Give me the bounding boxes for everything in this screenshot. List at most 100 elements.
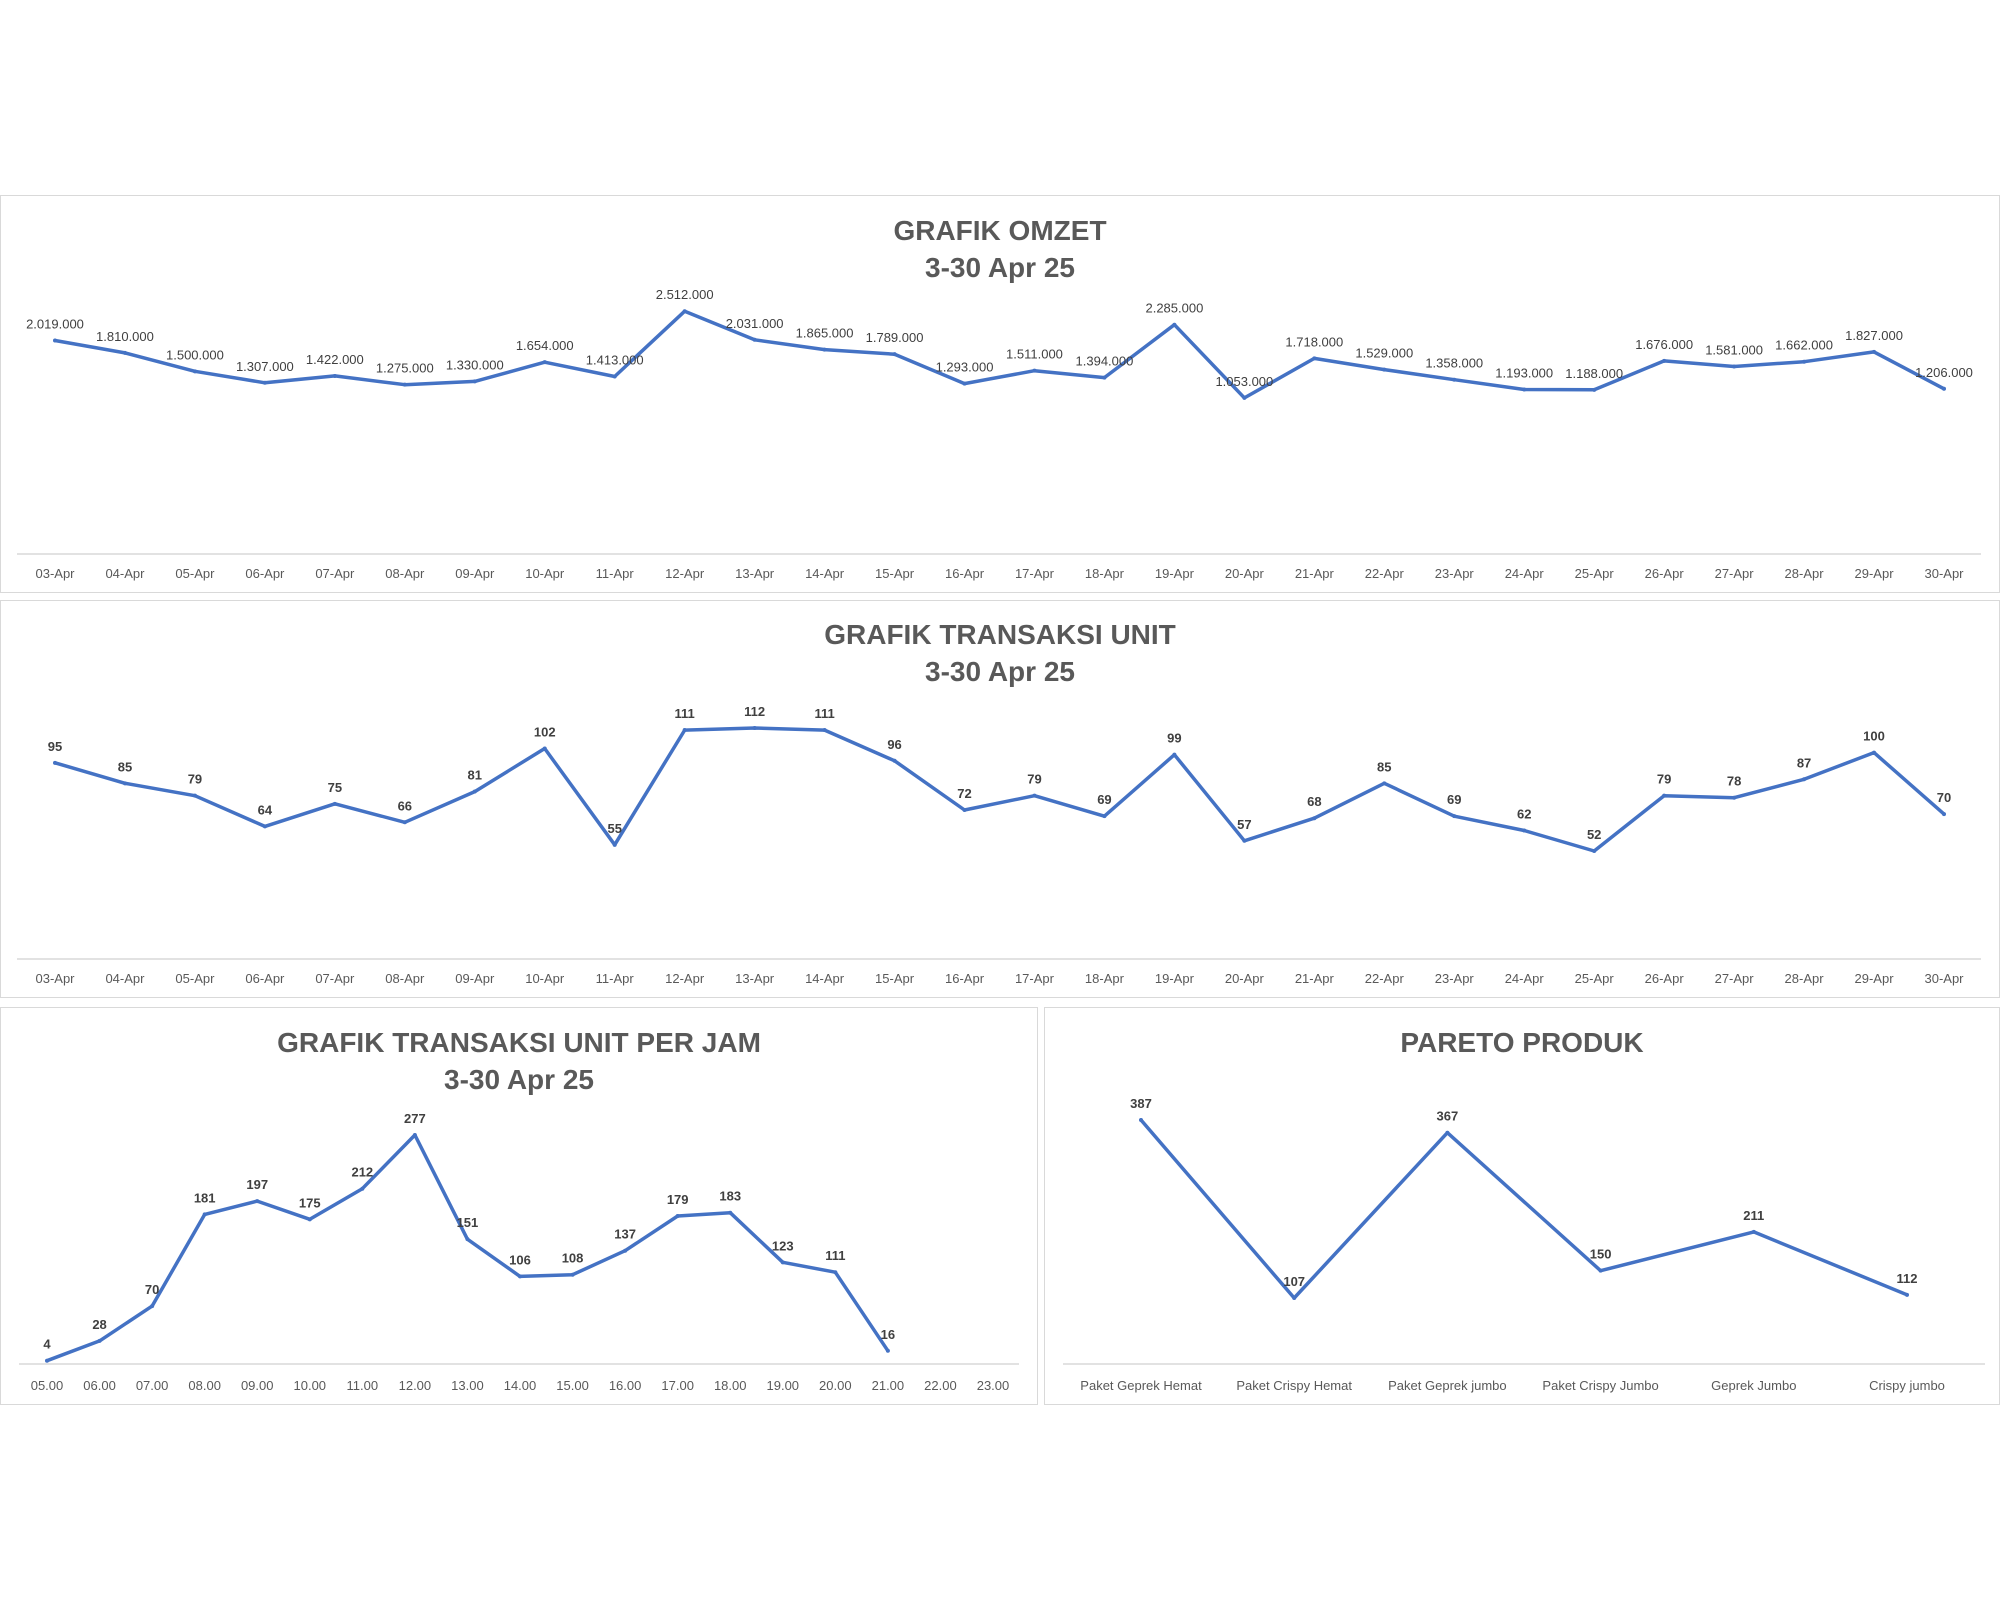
omzet-data-label: 1.358.000 <box>1425 356 1483 371</box>
omzet-x-tick-label: 17-Apr <box>1015 566 1055 581</box>
omzet-data-point <box>53 338 57 343</box>
unit-data-label: 112 <box>744 704 765 719</box>
jam-data-point <box>465 1237 470 1242</box>
omzet-data-point <box>542 360 547 365</box>
unit-data-point <box>962 808 967 812</box>
jam-data-point <box>202 1212 207 1217</box>
jam-x-tick-label: 10.00 <box>294 1378 327 1393</box>
jam-x-tick-label: 05.00 <box>31 1378 64 1393</box>
unit-data-point <box>1872 750 1877 755</box>
pareto-data-point <box>1445 1130 1450 1135</box>
chart-unit-plot: 03-Apr 04-Apr 05-Apr 06-Apr 07-Apr 08-Apr 09-A… <box>17 704 1981 986</box>
omzet-x-tick-label: 06-Apr <box>245 566 285 581</box>
unit-x-tick-label: 15-Apr <box>875 971 915 986</box>
chart-unit-title-line1: GRAFIK TRANSAKSI UNIT <box>824 619 1176 650</box>
jam-data-point <box>570 1272 575 1277</box>
unit-data-point <box>822 728 827 733</box>
jam-x-tick-label: 08.00 <box>188 1378 221 1393</box>
unit-data-point <box>752 726 757 730</box>
jam-data-point <box>412 1133 417 1137</box>
jam-data-label: 16 <box>881 1327 895 1342</box>
pareto-x-tick-label: Paket Geprek jumbo <box>1388 1378 1507 1393</box>
unit-data-label: 64 <box>258 802 273 817</box>
jam-x-tick-label: 15.00 <box>556 1378 589 1393</box>
unit-x-tick-label: 29-Apr <box>1855 971 1895 986</box>
jam-x-tick-label: 21.00 <box>872 1378 905 1393</box>
unit-data-point <box>1242 838 1247 843</box>
unit-data-label: 99 <box>1167 731 1181 746</box>
unit-data-label: 79 <box>1027 772 1041 787</box>
omzet-data-point <box>1102 375 1107 380</box>
omzet-data-point <box>1172 322 1177 327</box>
jam-data-label: 123 <box>772 1238 794 1253</box>
omzet-x-tick-label: 28-Apr <box>1785 566 1825 581</box>
jam-data-point <box>885 1348 890 1353</box>
chart-omzet-title: GRAFIK OMZET 3-30 Apr 25 <box>1 212 1999 286</box>
jam-data-point <box>360 1186 365 1191</box>
chart-pareto-title: PARETO PRODUK <box>1045 1024 1999 1061</box>
omzet-x-tick-label: 20-Apr <box>1225 566 1265 581</box>
omzet-data-point <box>262 380 267 385</box>
jam-data-label: 179 <box>667 1192 689 1207</box>
unit-data-point <box>1592 849 1597 853</box>
omzet-data-label: 1.413.000 <box>586 352 644 367</box>
jam-x-tick-label: 18.00 <box>714 1378 747 1393</box>
jam-x-tick-label: 17.00 <box>661 1378 694 1393</box>
jam-x-tick-label: 23.00 <box>977 1378 1010 1393</box>
unit-x-tick-label: 04-Apr <box>105 971 145 986</box>
omzet-data-point <box>1452 377 1457 382</box>
omzet-data-label: 2.512.000 <box>656 287 714 302</box>
omzet-x-tick-label: 11-Apr <box>596 566 635 581</box>
omzet-data-point <box>1382 367 1387 372</box>
omzet-x-tick-label: 24-Apr <box>1505 566 1545 581</box>
omzet-x-tick-label: 30-Apr <box>1924 566 1964 581</box>
omzet-data-label: 2.019.000 <box>26 316 84 331</box>
omzet-data-label: 1.188.000 <box>1565 366 1623 381</box>
omzet-x-tick-label: 19-Apr <box>1155 566 1195 581</box>
omzet-x-tick-label: 03-Apr <box>35 566 75 581</box>
unit-x-tick-label: 26-Apr <box>1645 971 1685 986</box>
unit-x-tick-label: 08-Apr <box>385 971 425 986</box>
omzet-data-point <box>122 350 127 355</box>
omzet-data-label: 1.654.000 <box>516 338 574 353</box>
omzet-data-point <box>1312 356 1317 361</box>
jam-x-tick-label: 16.00 <box>609 1378 642 1393</box>
unit-data-point <box>542 746 547 751</box>
jam-x-tick-label: 14.00 <box>504 1378 537 1393</box>
unit-data-label: 111 <box>814 706 834 721</box>
omzet-data-label: 1.718.000 <box>1285 334 1343 349</box>
unit-data-label: 81 <box>468 768 482 783</box>
omzet-data-label: 1.810.000 <box>96 329 154 344</box>
omzet-data-label: 1.053.000 <box>1215 374 1273 389</box>
unit-data-label: 102 <box>534 725 556 740</box>
unit-data-point <box>892 758 897 763</box>
unit-data-point <box>1312 816 1317 821</box>
omzet-x-tick-label: 09-Apr <box>455 566 495 581</box>
pareto-x-tick-label: Paket Crispy Hemat <box>1236 1378 1352 1393</box>
pareto-x-tick-label: Paket Crispy Jumbo <box>1542 1378 1658 1393</box>
jam-x-tick-label: 12.00 <box>399 1378 432 1393</box>
unit-data-label: 66 <box>398 798 412 813</box>
omzet-data-label: 1.275.000 <box>376 361 434 376</box>
unit-x-tick-label: 24-Apr <box>1505 971 1545 986</box>
unit-data-label: 62 <box>1517 807 1531 822</box>
unit-data-label: 68 <box>1307 794 1321 809</box>
unit-x-tick-label: 05-Apr <box>175 971 215 986</box>
jam-data-point <box>675 1214 680 1219</box>
omzet-x-tick-label: 08-Apr <box>385 566 425 581</box>
jam-data-label: 4 <box>43 1337 51 1352</box>
chart-unit-title-line2: 3-30 Apr 25 <box>925 656 1075 687</box>
omzet-x-tick-label: 26-Apr <box>1645 566 1685 581</box>
pareto-data-label: 387 <box>1130 1096 1152 1111</box>
unit-x-tick-label: 19-Apr <box>1155 971 1195 986</box>
jam-data-point <box>97 1338 102 1343</box>
omzet-x-tick-label: 10-Apr <box>525 566 565 581</box>
omzet-data-label: 1.789.000 <box>866 330 924 345</box>
omzet-x-tick-label: 13-Apr <box>735 566 775 581</box>
omzet-data-point <box>682 309 687 314</box>
unit-data-label: 52 <box>1587 827 1601 842</box>
unit-data-label: 85 <box>118 759 132 774</box>
unit-x-tick-label: 06-Apr <box>245 971 285 986</box>
omzet-series-line <box>53 309 1946 400</box>
jam-x-tick-label: 20.00 <box>819 1378 852 1393</box>
